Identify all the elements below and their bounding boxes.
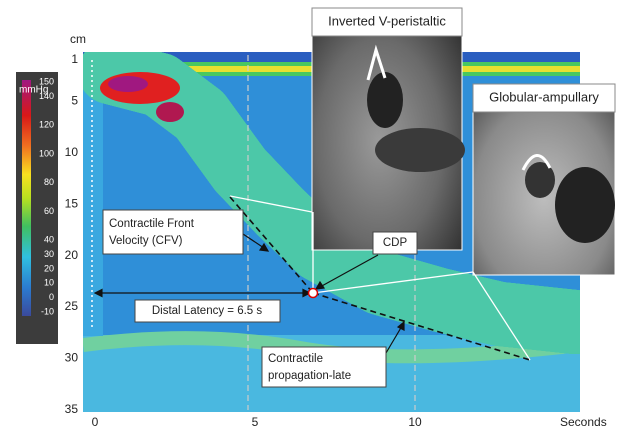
y-axis-unit: cm	[70, 32, 86, 46]
x-tick-label: 5	[252, 415, 259, 429]
y-tick-label: 20	[65, 248, 79, 262]
colorbar-tick-label: 120	[39, 120, 54, 130]
dashed-lines	[229, 196, 531, 361]
inset-shadow	[525, 162, 555, 198]
inset-image	[311, 7, 463, 251]
colorbar-tick-label: 80	[44, 177, 54, 187]
annotation-box	[102, 209, 244, 255]
inset-shadow	[375, 128, 465, 172]
colorbar-tick-label: 0	[49, 292, 54, 302]
cdp-point	[307, 287, 319, 299]
annotation: Distal Latency = 6.5 s	[152, 305, 263, 317]
colorbar-tick-label: 40	[44, 235, 54, 245]
colorbar	[22, 80, 31, 316]
colorbar-tick-label: -10	[41, 306, 54, 316]
colorbar-tick-label: 10	[44, 278, 54, 288]
y-tick-label: 30	[65, 351, 79, 365]
x-tick-label: 0	[92, 415, 99, 429]
y-tick-label: 5	[71, 93, 78, 107]
inset-marker	[521, 154, 552, 171]
y-tick-label: 25	[65, 299, 79, 313]
guide-lines	[229, 195, 531, 361]
colorbar-tick-label: 20	[44, 263, 54, 273]
colorbar-tick-label: 30	[44, 249, 54, 259]
inset-label: Globular-ampullary	[489, 89, 599, 104]
inset-shadow	[555, 167, 615, 243]
inset-label: Inverted V-peristaltic	[328, 13, 446, 28]
colorbar-tick-label: 140	[39, 91, 54, 101]
inset-marker	[366, 44, 387, 81]
annotation: Contractile	[268, 353, 323, 365]
x-axis-unit: Seconds	[560, 415, 607, 429]
annotation-box	[372, 231, 418, 255]
y-tick-label: 15	[65, 196, 79, 210]
inset-label-box	[311, 7, 463, 37]
annotation-box	[134, 299, 281, 323]
annotation: Velocity (CFV)	[109, 235, 183, 247]
colorbar-unit: mmHg	[19, 85, 48, 96]
colorbar-tick-label: 60	[44, 206, 54, 216]
arrows	[93, 233, 405, 354]
annotation: CDP	[383, 237, 408, 249]
inset-shadow	[367, 72, 403, 128]
colorbar-tick-label: 150	[39, 76, 54, 86]
annotation: propagation-late	[268, 370, 351, 382]
annotation: Contractile Front	[109, 218, 195, 230]
annotation-box	[261, 346, 387, 388]
colorbar-tick-label: 100	[39, 148, 54, 158]
y-tick-label: 35	[65, 402, 79, 416]
inset-label-box	[472, 83, 616, 113]
y-tick-label: 10	[65, 145, 79, 159]
x-tick-label: 10	[408, 415, 422, 429]
y-tick-label: 1	[71, 52, 78, 66]
